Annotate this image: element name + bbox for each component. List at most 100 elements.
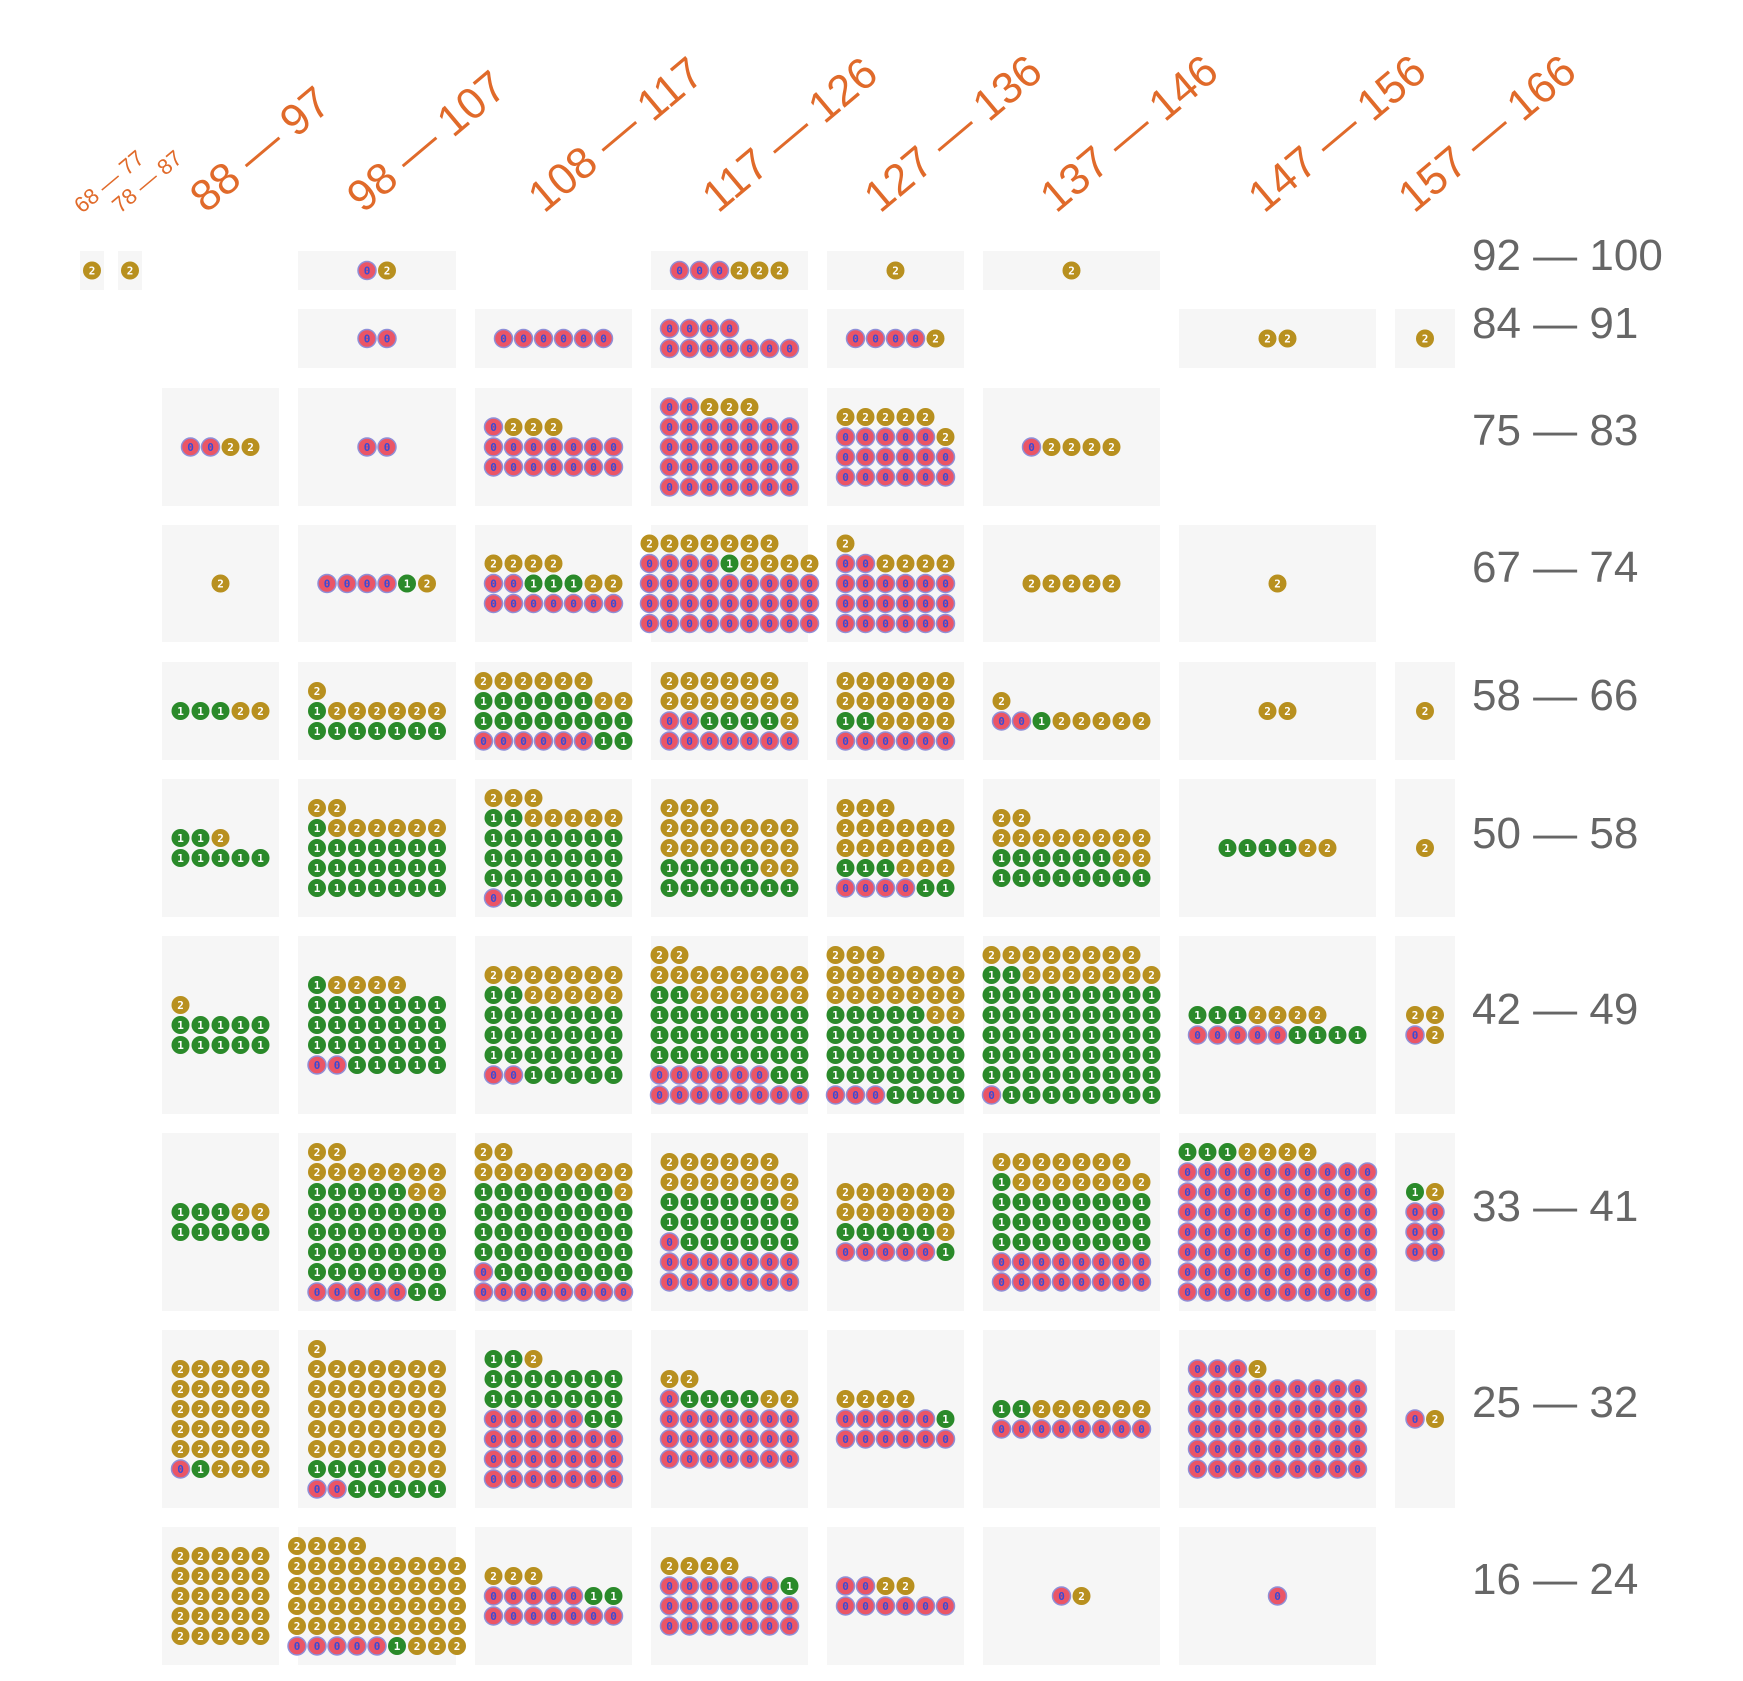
svg-text:0: 0 (686, 441, 693, 454)
dot-5-7-5: 1 (1092, 869, 1111, 887)
dot-6-8-2: 0 (1227, 1025, 1248, 1045)
dot-3-3-3: 0 (377, 573, 397, 594)
dot-3-4-2: 0 (523, 593, 544, 614)
svg-text:2: 2 (354, 1423, 361, 1436)
svg-text:1: 1 (1118, 1236, 1125, 1249)
svg-text:2: 2 (530, 989, 537, 1002)
svg-text:2: 2 (902, 822, 909, 835)
dot-5-5-26: 2 (760, 819, 779, 837)
dot-8-8-18: 0 (1187, 1419, 1208, 1439)
dot-0-5-1: 0 (689, 260, 710, 281)
dot-5-3-0: 1 (308, 879, 326, 897)
dot-8-4-13: 0 (603, 1449, 624, 1469)
dot-8-2-26: 2 (191, 1360, 210, 1378)
svg-text:1: 1 (1128, 1029, 1135, 1042)
dot-7-7-2: 0 (1031, 1272, 1052, 1292)
svg-text:1: 1 (1068, 1049, 1075, 1062)
dot-1-8-1: 2 (1278, 329, 1297, 348)
dot-6-6-49: 2 (826, 946, 845, 964)
svg-text:1: 1 (1018, 1216, 1025, 1229)
dot-3-4-14: 2 (484, 554, 503, 573)
dot-9-4-11: 0 (563, 1586, 584, 1606)
dot-7-8-36: 0 (1297, 1222, 1318, 1242)
svg-text:0: 0 (520, 735, 527, 748)
dot-9-6-5: 0 (935, 1596, 956, 1616)
svg-text:0: 0 (666, 421, 673, 434)
dot-3-5-38: 2 (680, 534, 699, 553)
svg-text:2: 2 (766, 695, 773, 708)
dot-4-4-25: 2 (494, 672, 513, 690)
dot-8-8-26: 0 (1347, 1419, 1368, 1439)
dot-7-7-28: 1 (1072, 1213, 1091, 1231)
dot-8-4-12: 0 (583, 1449, 604, 1469)
dot-9-5-5: 0 (759, 1616, 780, 1636)
dot-4-6-12: 2 (836, 692, 855, 710)
dot-6-7-53: 1 (1142, 986, 1161, 1004)
svg-text:2: 2 (294, 1620, 301, 1633)
svg-text:1: 1 (374, 1246, 381, 1259)
svg-text:0: 0 (902, 598, 909, 611)
dot-5-5-8: 1 (680, 859, 699, 877)
cell-4-7 (983, 662, 1160, 760)
dot-2-4-10: 0 (543, 437, 564, 457)
dot-6-3-13: 1 (428, 1036, 446, 1054)
dot-5-7-20: 2 (1072, 829, 1091, 847)
svg-text:2: 2 (882, 558, 889, 571)
dot-5-4-36: 2 (504, 789, 523, 807)
dot-4-4-22: 2 (594, 692, 613, 710)
svg-text:2: 2 (217, 1463, 224, 1476)
svg-text:0: 0 (922, 471, 929, 484)
svg-text:2: 2 (1078, 1176, 1085, 1189)
svg-text:2: 2 (726, 695, 733, 708)
svg-text:1: 1 (1148, 989, 1155, 1002)
dot-8-3-42: 2 (308, 1360, 326, 1378)
dot-7-5-41: 2 (780, 1173, 799, 1191)
svg-text:2: 2 (1058, 832, 1065, 845)
dot-7-7-42: 2 (1032, 1173, 1051, 1191)
svg-text:1: 1 (988, 1069, 995, 1082)
svg-text:1: 1 (550, 832, 557, 845)
dot-7-4-7: 0 (613, 1282, 634, 1302)
dot-4-5-13: 2 (780, 712, 799, 730)
svg-text:1: 1 (490, 1353, 497, 1366)
dot-5-7-25: 2 (1012, 809, 1031, 827)
dot-4-5-12: 1 (760, 712, 779, 730)
svg-text:2: 2 (1304, 1146, 1311, 1159)
dot-6-2-5: 1 (171, 1016, 190, 1034)
svg-text:1: 1 (530, 852, 537, 865)
svg-text:0: 0 (922, 1433, 929, 1446)
svg-text:1: 1 (314, 1246, 321, 1259)
svg-text:0: 0 (786, 735, 793, 748)
dot-7-8-7: 0 (1317, 1282, 1338, 1302)
dot-9-2-6: 2 (191, 1607, 210, 1625)
dot-8-3-48: 2 (428, 1360, 446, 1378)
svg-text:0: 0 (882, 451, 889, 464)
dot-9-3-29: 2 (328, 1577, 346, 1595)
dot-1-6-1: 0 (865, 328, 886, 349)
dot-2-6-4: 0 (915, 467, 936, 487)
dot-5-5-21: 2 (660, 819, 679, 837)
svg-text:2: 2 (1038, 832, 1045, 845)
svg-text:1: 1 (257, 1226, 264, 1239)
dot-8-7-11: 2 (1052, 1400, 1071, 1418)
dot-4-6-1: 0 (855, 731, 876, 751)
svg-text:1: 1 (726, 1236, 733, 1249)
svg-text:1: 1 (334, 862, 341, 875)
dot-7-3-44: 2 (348, 1163, 366, 1181)
svg-text:0: 0 (1432, 1206, 1439, 1219)
dot-3-5-12: 0 (699, 593, 720, 614)
svg-text:1: 1 (354, 1186, 361, 1199)
dot-5-6-5: 1 (936, 879, 955, 897)
svg-text:0: 0 (1234, 1423, 1241, 1436)
dot-9-5-12: 0 (759, 1596, 780, 1616)
svg-text:2: 2 (1108, 949, 1115, 962)
svg-text:2: 2 (942, 715, 949, 728)
dot-9-3-37: 2 (308, 1557, 326, 1575)
dot-6-5-14: 1 (770, 1066, 789, 1084)
svg-text:1: 1 (620, 1206, 627, 1219)
dot-6-6-48: 2 (946, 966, 965, 984)
svg-text:1: 1 (520, 695, 527, 708)
dot-5-6-13: 2 (856, 839, 875, 857)
svg-text:2: 2 (1058, 1156, 1065, 1169)
svg-text:2: 2 (354, 1580, 361, 1593)
